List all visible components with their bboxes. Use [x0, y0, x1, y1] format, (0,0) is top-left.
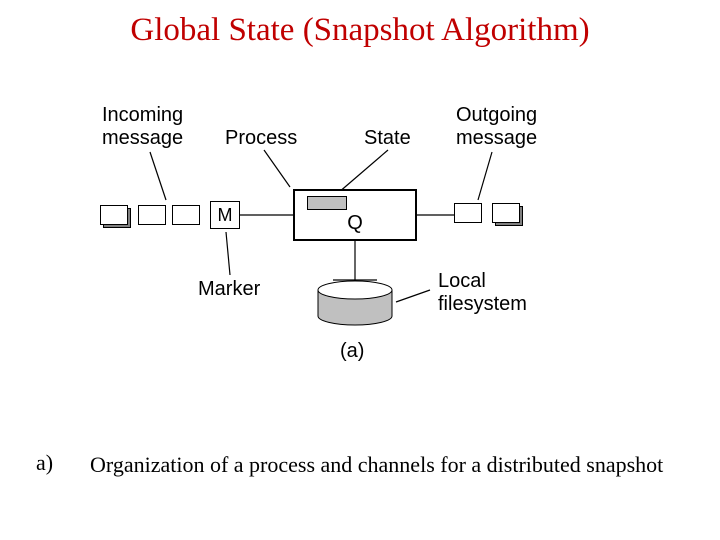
- page-title: Global State (Snapshot Algorithm): [0, 12, 720, 49]
- cylinder-svg: [318, 281, 392, 325]
- incoming-box-3: [172, 205, 200, 225]
- footer-text: Organization of a process and channels f…: [90, 450, 680, 480]
- incoming-box-2: [138, 205, 166, 225]
- title-text: Global State (Snapshot Algorithm): [130, 12, 589, 48]
- marker-M: M: [218, 205, 233, 226]
- diagram: Incomingmessage Process State Outgoingme…: [80, 90, 640, 350]
- process-Q: Q: [295, 212, 415, 235]
- process-box: Q: [293, 189, 417, 241]
- outgoing-box-1: [454, 203, 482, 223]
- outgoing-label: Outgoingmessage: [456, 104, 537, 150]
- state-inner-box: [307, 196, 347, 210]
- footer: a) Organization of a process and channel…: [36, 450, 680, 480]
- marker-label: Marker: [198, 278, 260, 301]
- state-label: State: [364, 127, 411, 150]
- marker-box: M: [210, 201, 240, 229]
- localfs-label: Localfilesystem: [438, 270, 527, 316]
- incoming-box-1: [100, 205, 128, 225]
- outgoing-box-2: [492, 203, 520, 223]
- subcaption: (a): [340, 340, 364, 363]
- process-label: Process: [225, 127, 297, 150]
- incoming-label: Incomingmessage: [102, 104, 183, 150]
- footer-marker: a): [36, 450, 64, 476]
